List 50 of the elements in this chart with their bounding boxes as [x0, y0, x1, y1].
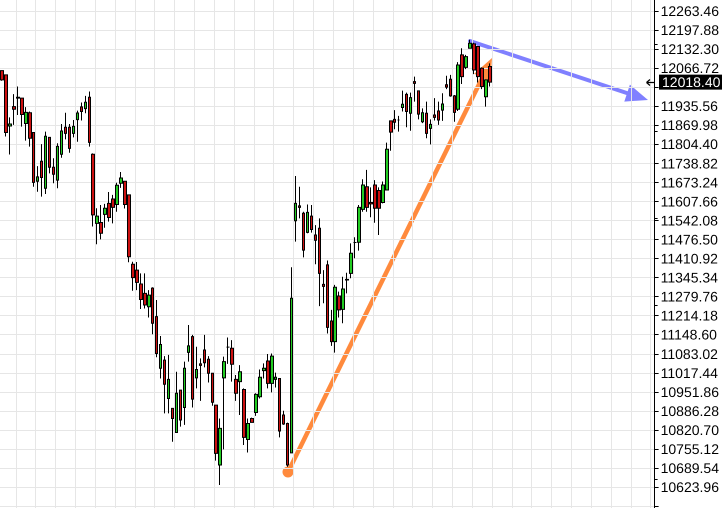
y-tick-label: 11410.92 [660, 250, 718, 267]
y-tick-label: 11214.18 [660, 308, 718, 324]
y-tick-label: 10951.86 [660, 384, 720, 400]
y-tick-label: 11673.24 [660, 174, 718, 190]
y-tick-label: 10755.12 [660, 441, 720, 458]
y-tick-label: 11935.56 [660, 98, 718, 114]
candlestick [88, 90, 91, 148]
candlestick [310, 204, 313, 234]
y-tick-label: 11345.34 [660, 270, 718, 286]
y-tick-label: 10689.54 [660, 460, 720, 476]
candlestick [270, 352, 274, 393]
candlestick [333, 284, 337, 354]
text: 12018.40 [662, 74, 721, 90]
candlestick [266, 354, 270, 389]
candlestick [318, 218, 321, 307]
y-tick-label: 12197.88 [660, 22, 720, 38]
y-tick-label: 11476.50 [660, 231, 718, 248]
candlestick [183, 361, 186, 426]
y-tick-label: 11869.98 [660, 117, 718, 134]
y-tick-label: 10820.70 [660, 422, 720, 438]
candlestick [131, 261, 135, 292]
candlestick [441, 92, 444, 122]
candlestick [167, 354, 170, 414]
y-tick-label: 11804.40 [660, 136, 718, 152]
candlestick [437, 101, 440, 126]
candlestick [238, 364, 242, 416]
y-tick-label: 11017.44 [660, 364, 718, 381]
candlestick [433, 98, 436, 122]
y-tick-label: 11607.66 [660, 193, 718, 210]
y-tick-label: 11083.02 [660, 346, 718, 362]
candlestick [294, 176, 297, 242]
candlestick [341, 276, 345, 324]
candlestick [76, 110, 79, 142]
y-tick-label: 12263.46 [660, 2, 720, 19]
y-tick-label: 10623.96 [660, 479, 720, 496]
y-tick-label: 11148.60 [660, 326, 718, 343]
candlestick [413, 76, 416, 102]
y-tick-label: 10886.28 [660, 402, 720, 419]
candlestick [417, 90, 420, 120]
candlestick [250, 417, 254, 424]
y-tick-label: 11542.08 [660, 212, 718, 228]
candlestick [405, 92, 408, 128]
candlestick [230, 340, 234, 382]
y-tick-label: 11738.82 [660, 155, 718, 172]
y-tick-label: 11279.76 [660, 288, 718, 305]
y-tick-label: 12066.72 [660, 60, 720, 76]
candlestick [44, 131, 47, 195]
y-tick-label: 12132.30 [660, 41, 720, 57]
candlestick [409, 92, 412, 132]
candlestick [199, 358, 202, 402]
